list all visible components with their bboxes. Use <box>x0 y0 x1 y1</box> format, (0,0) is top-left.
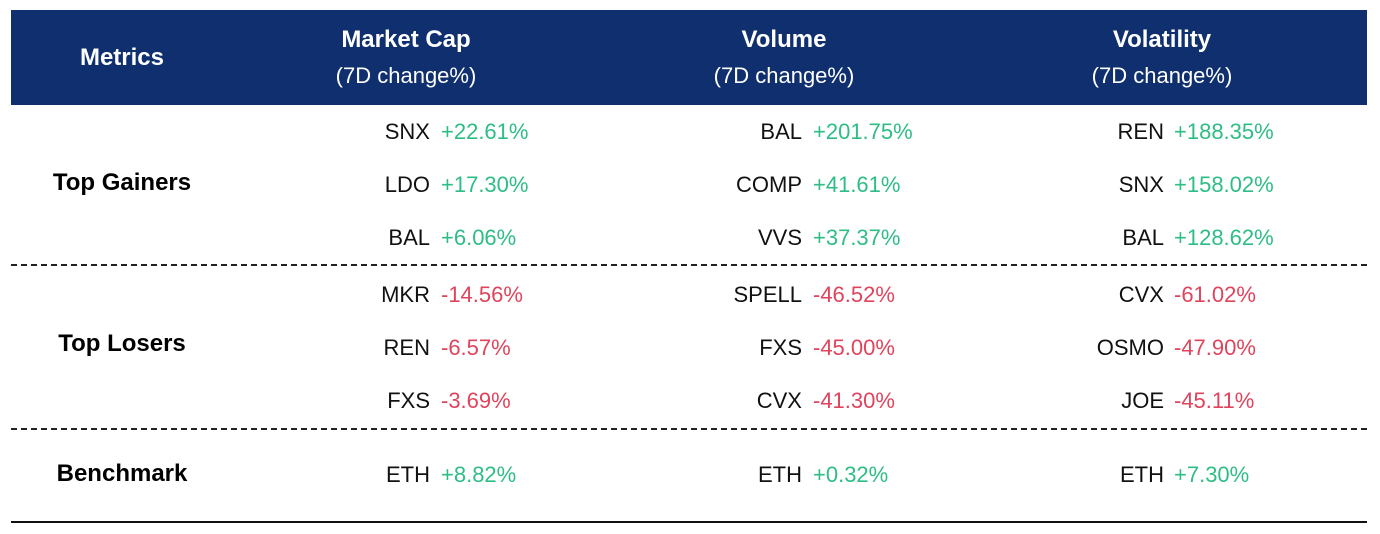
asset-symbol: CVX <box>1118 281 1164 307</box>
header-title: Volume <box>741 26 827 53</box>
asset-symbol: FXS <box>387 387 430 413</box>
change-value: +158.02% <box>1174 171 1274 197</box>
asset-symbol: ETH <box>386 461 430 487</box>
header-title: Volatility <box>1112 26 1212 53</box>
asset-symbol: ETH <box>1120 461 1164 487</box>
asset-symbol: SNX <box>384 118 430 144</box>
change-value: -14.56% <box>441 281 523 307</box>
header-subtitle: (7D change%) <box>1091 63 1233 88</box>
change-value: +6.06% <box>441 224 517 250</box>
change-value: -3.69% <box>441 387 511 413</box>
asset-symbol: OSMO <box>1096 334 1164 360</box>
change-value: -41.30% <box>813 387 895 413</box>
change-value: -47.90% <box>1174 334 1256 360</box>
header-volume: Volume (7D change%) <box>595 24 973 91</box>
header-subtitle: (7D change%) <box>713 63 855 88</box>
table-row: ETH +8.82% ETH +0.32% ETH +7.30% <box>11 448 1367 501</box>
change-value: +188.35% <box>1174 118 1274 144</box>
table-row: LDO +17.30% COMP +41.61% SNX +158.02% <box>11 158 1367 211</box>
section-label: Top Gainers <box>52 169 192 196</box>
table-row: REN -6.57% FXS -45.00% OSMO -47.90% <box>11 321 1367 374</box>
header-subtitle: (7D change%) <box>335 63 477 88</box>
change-value: +37.37% <box>813 224 901 250</box>
table-row: BAL +6.06% VVS +37.37% BAL +128.62% <box>11 211 1367 264</box>
asset-symbol: SPELL <box>733 281 803 307</box>
header-volatility: Volatility (7D change%) <box>973 24 1351 91</box>
section-label: Top Losers <box>58 330 186 357</box>
asset-symbol: BAL <box>1122 224 1164 250</box>
change-value: +7.30% <box>1174 461 1250 487</box>
table-row: FXS -3.69% CVX -41.30% JOE -45.11% <box>11 374 1367 427</box>
asset-symbol: REN <box>1117 118 1164 144</box>
section-top-gainers: Top Gainers SNX +22.61% BAL +201.75% REN +188… <box>11 105 1367 264</box>
asset-symbol: CVX <box>756 387 802 413</box>
table-row: MKR -14.56% SPELL -46.52% CVX -61.02% <box>11 268 1367 321</box>
change-value: -45.00% <box>813 334 895 360</box>
asset-symbol: MKR <box>381 281 430 307</box>
change-value: -45.11% <box>1174 387 1255 413</box>
asset-symbol: BAL <box>388 224 430 250</box>
header-metrics: Metrics <box>79 43 165 71</box>
asset-symbol: LDO <box>384 171 430 197</box>
table-row: SNX +22.61% BAL +201.75% REN +188.35% <box>11 105 1367 158</box>
change-value: -46.52% <box>813 281 895 307</box>
change-value: -6.57% <box>441 334 511 360</box>
header-market-cap: Market Cap (7D change%) <box>217 24 595 91</box>
change-value: +8.82% <box>441 461 517 487</box>
asset-symbol: FXS <box>759 334 802 360</box>
section-divider <box>11 264 1367 266</box>
section-benchmark: Benchmark ETH +8.82% ETH +0.32% ETH +7.30% <box>11 430 1367 518</box>
change-value: +201.75% <box>813 118 913 144</box>
table-header: Metrics Market Cap (7D change%) Volume (… <box>11 10 1367 105</box>
section-divider <box>11 428 1367 430</box>
change-value: +41.61% <box>813 171 901 197</box>
change-value: +22.61% <box>441 118 529 144</box>
metrics-table: Metrics Market Cap (7D change%) Volume (… <box>11 10 1367 518</box>
asset-symbol: ETH <box>758 461 802 487</box>
asset-symbol: SNX <box>1118 171 1164 197</box>
change-value: +17.30% <box>441 171 529 197</box>
asset-symbol: BAL <box>760 118 802 144</box>
table-bottom-rule <box>11 521 1367 523</box>
change-value: +0.32% <box>813 461 889 487</box>
header-title: Market Cap <box>341 26 471 53</box>
section-label: Benchmark <box>56 460 188 487</box>
change-value: +128.62% <box>1174 224 1274 250</box>
section-top-losers: Top Losers MKR -14.56% SPELL -46.52% CVX -61.… <box>11 266 1367 428</box>
change-value: -61.02% <box>1174 281 1256 307</box>
asset-symbol: JOE <box>1121 387 1164 413</box>
asset-symbol: REN <box>383 334 430 360</box>
asset-symbol: COMP <box>736 171 802 197</box>
asset-symbol: VVS <box>757 224 802 250</box>
